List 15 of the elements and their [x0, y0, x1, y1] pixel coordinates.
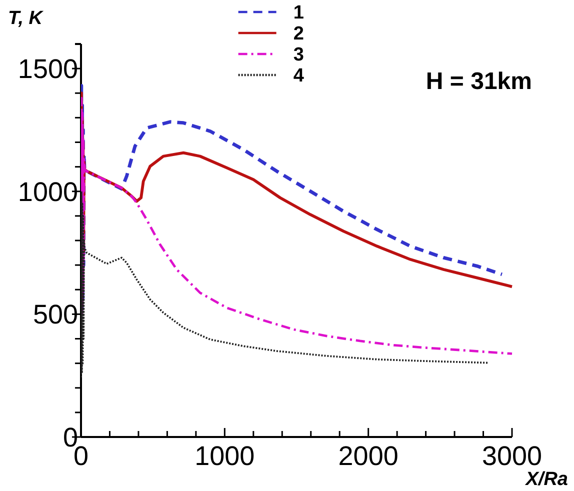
y-tick-label: 500: [32, 300, 78, 330]
y-axis-title: T, K: [8, 8, 44, 29]
x-tick-label: 2000: [338, 441, 398, 471]
line-series: [81, 96, 514, 355]
annotation: H = 31km: [426, 68, 532, 95]
x-tick-label: 3000: [482, 441, 542, 471]
legend-label: 4: [293, 66, 304, 87]
y-tick-label: 1000: [18, 176, 78, 207]
x-axis-title: X/Ra: [524, 469, 568, 490]
legend-label: 2: [293, 24, 304, 45]
y-tick-label: 1500: [18, 54, 78, 84]
line-series: [81, 190, 490, 378]
legend-label: 1: [293, 2, 304, 24]
x-tick-label: 1000: [194, 441, 255, 471]
legend-label: 3: [293, 44, 304, 66]
